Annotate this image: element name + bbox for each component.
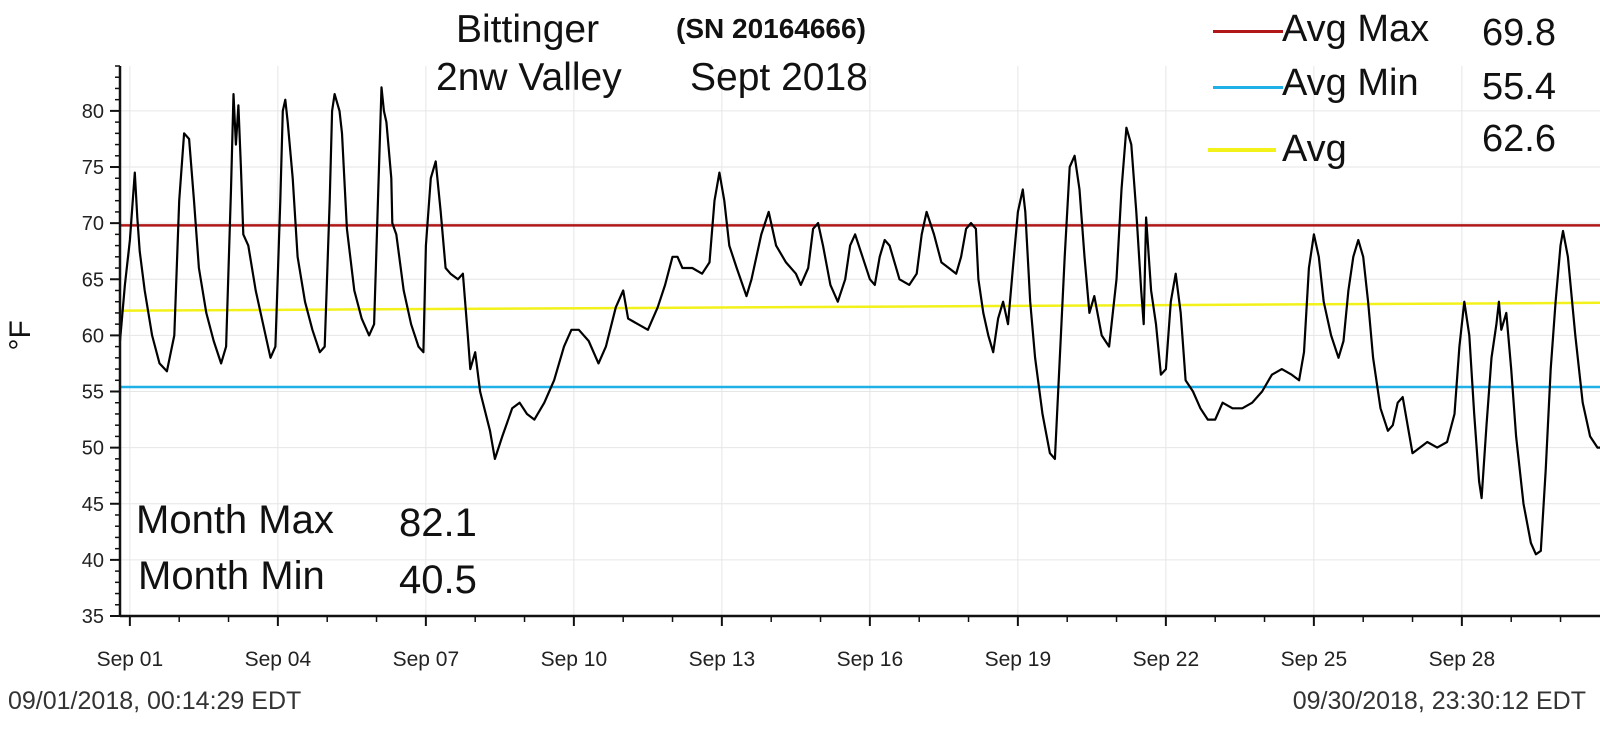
y-tick-label: 55	[82, 382, 104, 404]
x-tick-label: Sep 28	[1429, 648, 1496, 671]
month-min-label: Month Min	[138, 554, 325, 598]
y-tick-label: 50	[82, 438, 104, 460]
legend-value-avg-min: 55.4	[1482, 66, 1556, 108]
legend-swatch-avg-min	[1213, 86, 1283, 89]
start-timestamp: 09/01/2018, 00:14:29 EDT	[8, 687, 302, 715]
x-tick-label: Sep 01	[97, 648, 164, 671]
legend-label-avg: Avg	[1282, 128, 1347, 170]
legend-swatch-avg	[1208, 148, 1276, 152]
axes: 35 40 45 50 55 60 65 70 75 80 Sep 01 Sep 04 Sep 07 Se…	[4, 65, 1600, 671]
y-tick-label: 70	[82, 213, 104, 235]
x-tick-label: Sep 13	[689, 648, 756, 671]
y-tick-label: 40	[82, 550, 104, 572]
x-tick-label: Sep 04	[245, 648, 312, 671]
month-min-value: 40.5	[399, 558, 477, 602]
y-tick-label: 45	[82, 494, 104, 516]
y-tick-label: 75	[82, 157, 104, 179]
series-layer	[118, 86, 1600, 556]
legend-swatch-avg-max	[1213, 30, 1283, 33]
x-tick-label: Sep 10	[541, 648, 608, 671]
legend-value-avg-max: 69.8	[1482, 12, 1556, 54]
month-max-label: Month Max	[136, 498, 334, 542]
x-tick-label: Sep 25	[1281, 648, 1348, 671]
reference-line-avg	[119, 301, 1600, 312]
x-tick-label: Sep 22	[1133, 648, 1200, 671]
reference-lines	[119, 224, 1600, 389]
x-tick-label: Sep 19	[985, 648, 1052, 671]
chart-subtitle-location: 2nw Valley	[436, 56, 622, 99]
y-tick-label: 60	[82, 325, 104, 347]
y-tick-label: 65	[82, 269, 104, 291]
x-tick-label: Sep 07	[393, 648, 460, 671]
end-timestamp: 09/30/2018, 23:30:12 EDT	[1292, 687, 1586, 715]
legend-label-avg-max: Avg Max	[1282, 8, 1430, 50]
y-axis-label: °F	[4, 320, 37, 350]
x-tick-label: Sep 16	[837, 648, 904, 671]
serial-number: (SN 20164666)	[676, 13, 866, 44]
legend-label-avg-min: Avg Min	[1282, 62, 1419, 104]
chart-title: Bittinger	[456, 8, 600, 51]
y-tick-label: 80	[82, 101, 104, 123]
y-tick-label: 35	[82, 606, 104, 628]
temperature-series-line	[118, 86, 1600, 556]
chart-subtitle-period: Sept 2018	[690, 56, 868, 99]
legend-value-avg: 62.6	[1482, 118, 1556, 160]
month-max-value: 82.1	[399, 501, 477, 545]
grid-layer	[120, 66, 1600, 617]
